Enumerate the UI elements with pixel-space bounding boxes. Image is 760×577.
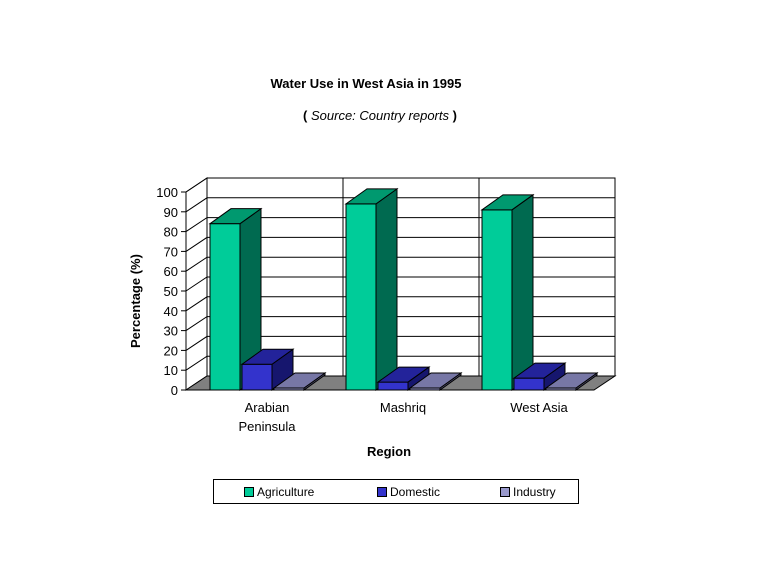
y-tick-label: 10 [164, 363, 178, 378]
chart-subtitle: ( Source: Country reports ) [0, 108, 760, 123]
y-tick-label: 70 [164, 244, 178, 259]
bar-front [241, 363, 273, 391]
legend: Agriculture Domestic Industry [213, 479, 579, 504]
bar-top [480, 194, 535, 211]
bars [208, 187, 599, 391]
y-tick-label: 0 [171, 383, 178, 398]
subtitle-close-paren: ) [452, 108, 457, 123]
y-tick-label: 20 [164, 343, 178, 358]
legend-swatch-industry [500, 487, 510, 497]
bar-top [408, 372, 463, 389]
x-axis-title: Region [366, 444, 412, 459]
y-tick-label: 60 [164, 264, 178, 279]
bar-agriculture-2 [344, 187, 399, 391]
bar-side [511, 193, 534, 391]
x-tick-label: Mashriq [379, 400, 427, 415]
bar-top [240, 348, 295, 365]
bar-domestic-3 [512, 362, 567, 391]
legend-swatch-domestic [377, 487, 387, 497]
bar-front [377, 381, 409, 391]
axes: 0 10 20 30 40 50 60 70 80 90 100 [156, 185, 594, 398]
legend-label-domestic: Domestic [390, 485, 441, 499]
bar-top [208, 208, 263, 225]
bar-industry-2 [408, 372, 463, 391]
bar-agriculture-1 [208, 207, 263, 391]
bar-domestic-2 [376, 366, 431, 391]
bar-front [513, 377, 545, 391]
bar-agriculture-3 [480, 193, 535, 391]
bar-top [512, 362, 567, 379]
y-tick-label: 90 [164, 205, 178, 220]
bar-front [209, 223, 241, 391]
legend-swatch-agriculture [244, 487, 254, 497]
bar-top [544, 372, 599, 389]
chart-title: Water Use in West Asia in 1995 [270, 76, 462, 91]
legend-label-industry: Industry [513, 485, 556, 499]
gridlines [185, 177, 615, 376]
subtitle-open-paren: ( [303, 108, 308, 123]
legend-item-agriculture: Agriculture [244, 485, 314, 499]
bar-top [272, 372, 327, 389]
bar-industry-1 [272, 372, 327, 391]
subtitle-text: Source: Country reports [310, 108, 449, 123]
legend-label-agriculture: Agriculture [257, 485, 315, 499]
x-tick-label: Arabian Peninsula [238, 400, 296, 434]
bar-top [344, 188, 399, 205]
bar-side [375, 187, 398, 391]
y-tick-label: 50 [164, 284, 178, 299]
bar-top [376, 366, 431, 383]
y-tick-label: 80 [164, 225, 178, 240]
bar-front [481, 209, 513, 391]
y-tick-label: 40 [164, 304, 178, 319]
x-tick-label: West Asia [510, 400, 568, 415]
y-tick-label: 30 [164, 324, 178, 339]
legend-item-domestic: Domestic [377, 485, 440, 499]
y-tick-label: 100 [156, 185, 178, 200]
legend-item-industry: Industry [500, 485, 556, 499]
bar-front [345, 203, 377, 391]
y-axis-title: Percentage (%) [128, 254, 143, 348]
